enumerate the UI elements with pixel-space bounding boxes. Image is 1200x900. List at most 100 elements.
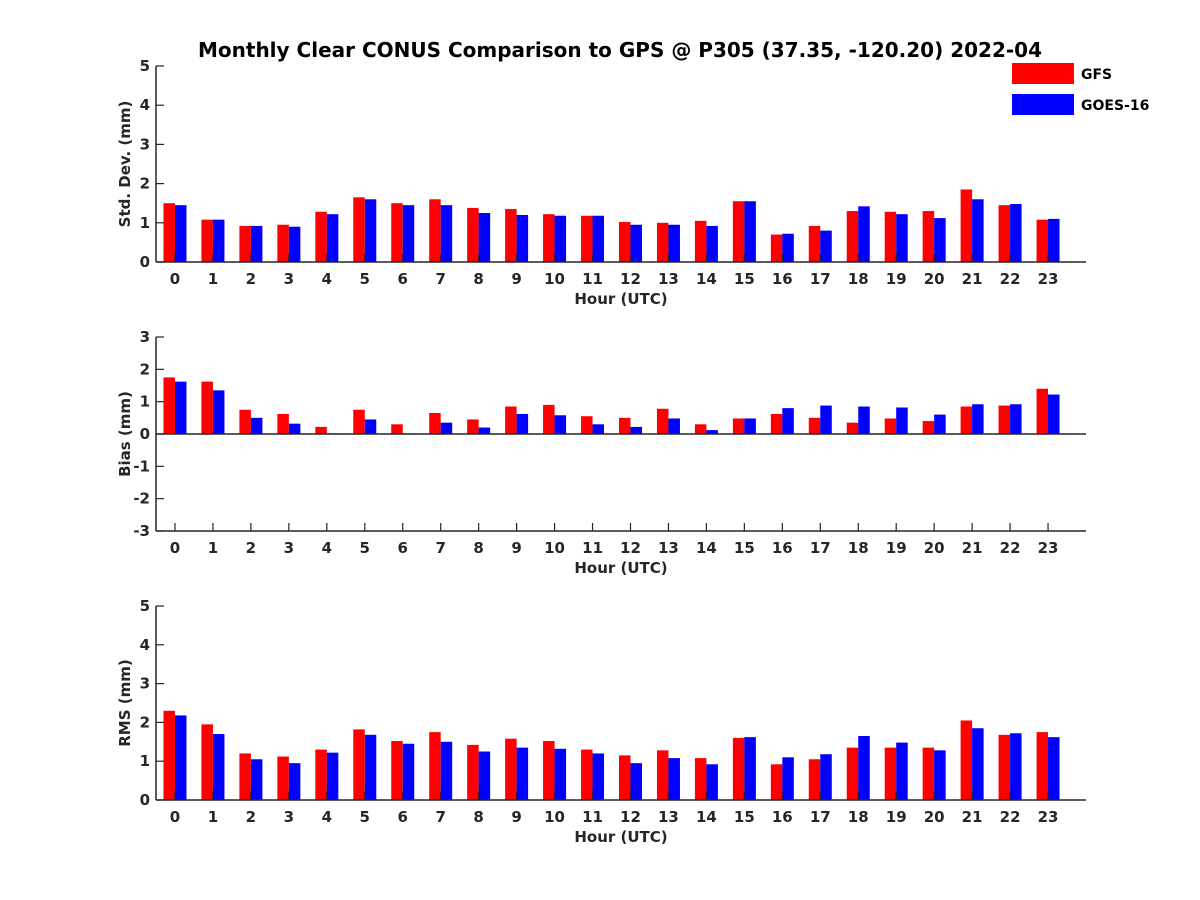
bar-gfs-hour-11 [581,215,593,262]
y-tick-label: 0 [140,425,150,443]
x-tick-label: 4 [322,808,332,826]
bar-goes-16-hour-12 [630,426,642,434]
bar-gfs-hour-10 [543,214,555,262]
bar-goes-16-hour-11 [592,215,605,262]
bar-goes-16-hour-21 [972,404,984,434]
bar-gfs-hour-5 [353,729,365,800]
bar-goes-16-hour-19 [896,407,908,434]
x-tick-label: 19 [886,270,907,288]
bar-goes-16-hour-3 [288,763,301,800]
bar-goes-16-hour-10 [554,215,567,262]
bar-gfs-hour-12 [618,417,631,434]
bar-gfs-hour-6 [391,203,403,262]
bar-gfs-hour-6 [391,741,403,800]
bar-gfs-hour-16 [770,764,783,800]
x-tick-label: 18 [848,808,869,826]
x-tick-label: 4 [322,270,332,288]
x-tick-label: 21 [962,270,983,288]
x-tick-label: 10 [544,270,565,288]
bar-goes-16-hour-18 [858,735,870,800]
bar-goes-16-hour-7 [440,741,453,800]
x-tick-label: 14 [696,808,717,826]
y-tick-label: -3 [133,522,150,540]
x-tick-label: 23 [1038,808,1059,826]
x-tick-label: 19 [886,539,907,557]
x-tick-label: 5 [360,270,370,288]
bar-gfs-hour-4 [315,749,327,800]
bar-gfs-hour-22 [998,205,1011,262]
x-tick-label: 5 [360,539,370,557]
x-tick-label: 18 [848,270,869,288]
x-tick-label: 20 [924,808,945,826]
bar-gfs-hour-14 [694,758,707,800]
bar-gfs-hour-6 [391,424,403,434]
bar-goes-16-hour-0 [174,205,187,262]
bar-goes-16-hour-15 [744,201,756,262]
x-tick-label: 16 [772,539,793,557]
x-tick-label: 22 [1000,539,1021,557]
bar-gfs-hour-7 [429,199,441,262]
bar-goes-16-hour-16 [782,233,794,262]
bar-gfs-hour-14 [694,220,707,262]
x-tick-label: 22 [1000,808,1021,826]
bar-gfs-hour-1 [201,219,213,262]
x-tick-label: 4 [322,539,332,557]
x-tick-label: 0 [170,539,180,557]
bar-gfs-hour-8 [467,744,479,800]
bar-gfs-hour-16 [770,234,783,262]
x-tick-label: 9 [511,270,521,288]
bar-goes-16-hour-23 [1048,737,1060,800]
bar-gfs-hour-15 [732,737,745,800]
legend-label-goes-16: GOES-16 [1081,98,1149,114]
bar-gfs-hour-1 [201,381,213,434]
x-tick-label: 17 [810,539,831,557]
bar-gfs-hour-15 [732,201,745,262]
x-tick-label: 15 [734,270,755,288]
bar-gfs-hour-0 [163,377,175,434]
y-axis-label: RMS (mm) [116,659,134,746]
bar-gfs-hour-9 [505,209,517,262]
bar-gfs-hour-17 [808,225,821,262]
y-tick-label: 3 [140,135,150,153]
bar-goes-16-hour-13 [668,418,680,434]
bar-gfs-hour-3 [277,413,289,434]
bar-gfs-hour-0 [163,203,175,262]
bar-goes-16-hour-4 [326,214,339,262]
bar-gfs-hour-4 [315,426,327,434]
x-tick-label: 16 [772,808,793,826]
bar-goes-16-hour-21 [972,199,984,262]
x-tick-label: 1 [208,808,218,826]
bar-gfs-hour-2 [239,225,251,262]
y-tick-label: 0 [140,253,150,271]
bar-goes-16-hour-18 [858,206,870,262]
x-tick-label: 14 [696,539,717,557]
x-tick-label: 5 [360,808,370,826]
bar-gfs-hour-2 [239,409,251,434]
bar-gfs-hour-19 [884,418,897,434]
bar-goes-16-hour-15 [744,418,756,434]
x-tick-label: 16 [772,270,793,288]
y-tick-label: 1 [140,752,150,770]
x-tick-label: 13 [658,539,679,557]
bar-goes-16-hour-4 [326,752,339,800]
bar-goes-16-hour-9 [516,413,529,434]
x-tick-label: 23 [1038,539,1059,557]
bar-goes-16-hour-11 [592,753,605,800]
bar-goes-16-hour-17 [820,230,832,262]
x-tick-label: 11 [582,270,603,288]
y-tick-label: 5 [140,57,150,75]
x-tick-label: 1 [208,539,218,557]
y-tick-label: 2 [140,360,150,378]
x-axis-label: Hour (UTC) [574,559,667,577]
bar-gfs-hour-9 [505,738,517,800]
bar-gfs-hour-15 [732,418,745,434]
x-tick-label: 10 [544,808,565,826]
x-tick-label: 2 [246,539,256,557]
bar-gfs-hour-21 [960,406,973,434]
bar-gfs-hour-23 [1036,219,1049,262]
